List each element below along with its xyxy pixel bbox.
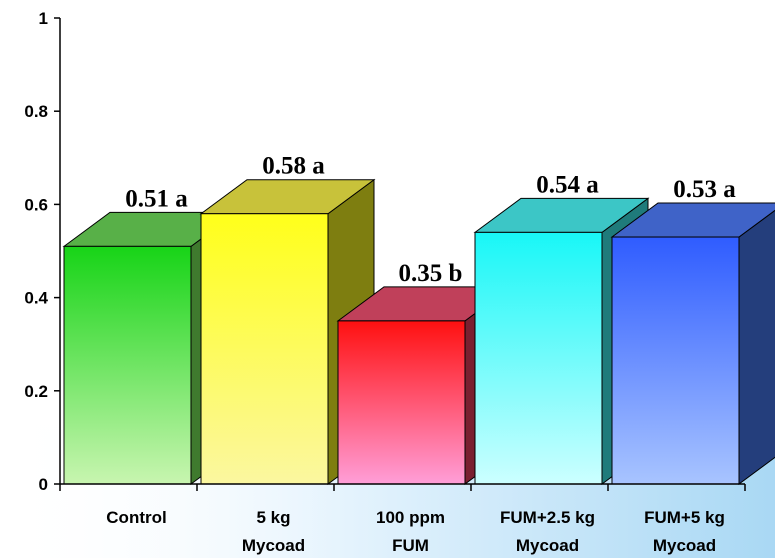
x-tick-label: FUM+2.5 kg: [500, 508, 595, 527]
x-tick-label: FUM+5 kg: [644, 508, 725, 527]
data-label-1: 0.51 a: [125, 185, 188, 212]
y-tick-label: 0.8: [24, 102, 48, 121]
y-tick-label: 1: [39, 9, 48, 28]
y-tick-label: 0.4: [24, 289, 48, 308]
bar-front-5: [611, 236, 740, 485]
x-tick-label: Mycoad: [653, 536, 716, 555]
bars: [62, 178, 775, 485]
bar-front-2: [200, 213, 329, 485]
bar-5: [610, 202, 775, 485]
x-tick-label: Mycoad: [242, 536, 305, 555]
data-label-4: 0.54 a: [536, 171, 599, 198]
data-label-3: 0.35 b: [399, 260, 463, 287]
data-label-5: 0.53 a: [673, 176, 736, 203]
y-tick-label: 0.6: [24, 195, 48, 214]
data-label-2: 0.58 a: [262, 153, 325, 180]
bar-front-4: [474, 231, 603, 485]
data-labels: 0.51 a 0.58 a 0.35 b 0.54 a 0.53 a: [125, 153, 736, 287]
bar-front-3: [337, 320, 466, 485]
axes: 0 0.2 0.4 0.6 0.8 1 Control 5 kg Mycoad 100 ppm FU…: [24, 9, 746, 555]
y-tick-label: 0: [39, 475, 48, 494]
x-tick-label: Control: [106, 508, 166, 527]
x-tick-label: Mycoad: [516, 536, 579, 555]
bar-front-1: [63, 245, 192, 485]
x-tick-label: FUM: [392, 536, 429, 555]
bar-2: [199, 178, 376, 485]
x-tick-label: 100 ppm: [376, 508, 445, 527]
y-tick-label: 0.2: [24, 382, 48, 401]
x-tick-label: 5 kg: [256, 508, 290, 527]
bar-side-5: [738, 209, 775, 485]
